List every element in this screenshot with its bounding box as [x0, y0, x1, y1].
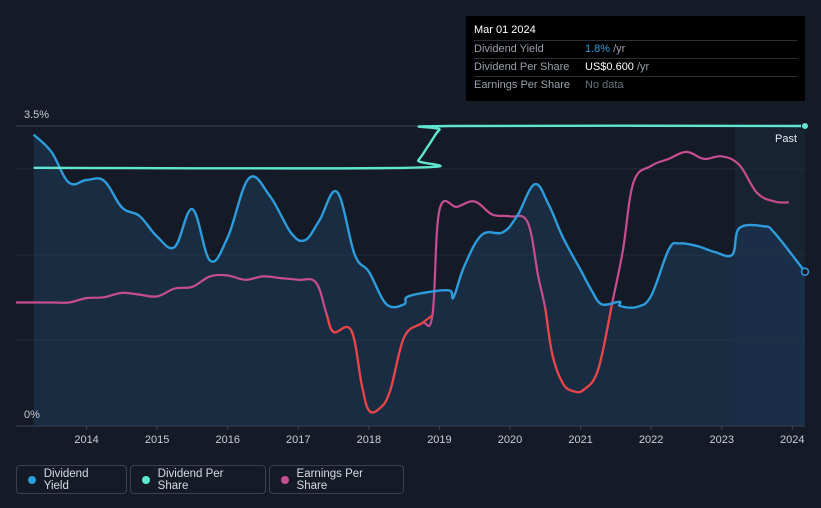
- legend-dot-icon: [28, 475, 36, 484]
- earnings-per-share-line: [16, 150, 789, 414]
- tooltip-unit: /yr: [613, 43, 626, 55]
- dividend-per-share-end-marker[interactable]: [801, 122, 809, 130]
- tooltip-row-earnings-per-share: Earnings Per Share No data: [474, 76, 797, 94]
- x-tick-label: 2017: [286, 434, 310, 446]
- y-tick-bottom: 0%: [24, 409, 40, 421]
- x-tick-label: 2016: [215, 434, 239, 446]
- tooltip-value: US$0.600: [585, 61, 634, 73]
- legend-dot-icon: [281, 475, 289, 484]
- x-tick-label: 2022: [639, 434, 663, 446]
- dividend-yield-line: [32, 133, 806, 309]
- legend-label: Dividend Per Share: [157, 467, 224, 492]
- y-tick-top: 3.5%: [24, 109, 49, 121]
- earnings-per-share-negative-segment: [325, 302, 614, 414]
- x-tick-label: 2019: [427, 434, 451, 446]
- dividend-per-share-line: [33, 124, 806, 170]
- tooltip-value: No data: [585, 79, 624, 91]
- x-tick-label: 2014: [74, 434, 98, 446]
- legend-dividend-yield[interactable]: Dividend Yield: [16, 465, 127, 494]
- past-label: Past: [775, 133, 797, 145]
- legend-label: Dividend Yield: [43, 467, 89, 492]
- tooltip-label: Dividend Yield: [474, 43, 544, 55]
- tooltip-label: Earnings Per Share: [474, 79, 570, 91]
- x-axis-ticks: 2014 2015 2016 2017 2018 2019 2020 2021 2022 2023…: [74, 426, 805, 446]
- tooltip-unit: /yr: [636, 61, 650, 73]
- x-tick-label: 2021: [568, 434, 592, 446]
- tooltip-label: Dividend Per Share: [474, 61, 570, 73]
- x-tick-label: 2023: [709, 434, 733, 446]
- legend-dot-icon: [142, 475, 150, 484]
- tooltip-value: 1.8%: [585, 43, 611, 55]
- legend-earnings-per-share[interactable]: Earnings Per Share: [269, 465, 404, 494]
- dividend-yield-end-marker[interactable]: [800, 267, 810, 276]
- dividend-yield-area: [33, 134, 806, 426]
- tooltip-date: Mar 01 2024: [474, 24, 536, 36]
- x-tick-label: 2020: [498, 434, 522, 446]
- tooltip-row-dividend-per-share: Dividend Per Share US$0.600 /yr: [474, 58, 797, 76]
- tooltip-row-dividend-yield: Dividend Yield 1.8% /yr: [474, 40, 797, 58]
- x-tick-label: 2018: [357, 434, 381, 446]
- legend-label: Earnings Per Share: [296, 467, 364, 492]
- x-tick-label: 2024: [780, 434, 804, 446]
- legend-dividend-per-share[interactable]: Dividend Per Share: [130, 465, 266, 494]
- data-tooltip: Mar 01 2024 Dividend Yield 1.8% /yr Divi…: [466, 16, 805, 101]
- x-tick-label: 2015: [145, 434, 169, 446]
